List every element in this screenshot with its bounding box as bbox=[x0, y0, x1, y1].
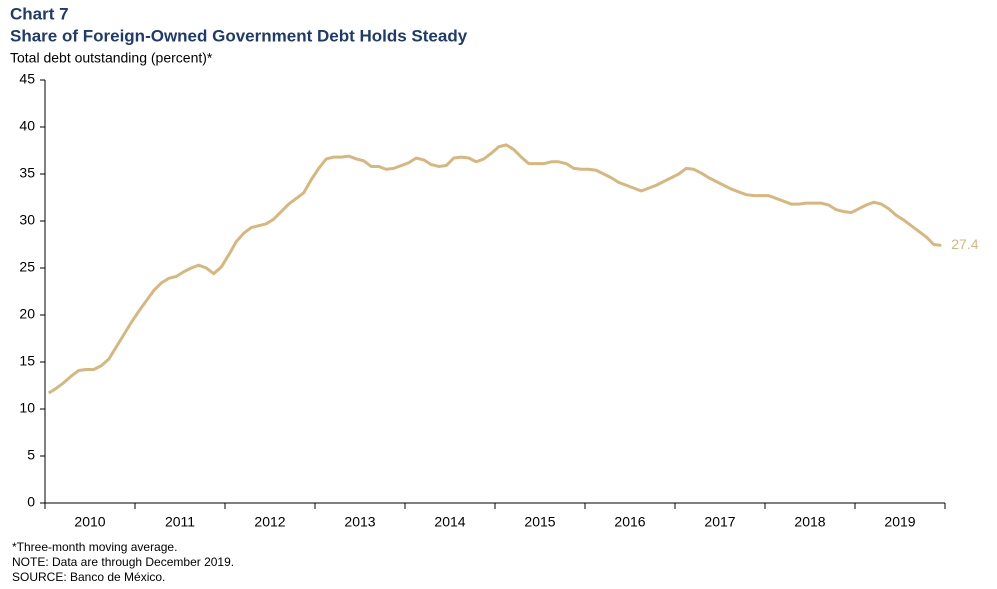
y-tick-label: 40 bbox=[19, 118, 35, 134]
x-tick-label: 2019 bbox=[884, 514, 915, 530]
y-tick-label: 20 bbox=[19, 306, 35, 322]
y-axis-label: Total debt outstanding (percent)* bbox=[10, 50, 213, 66]
note: *Three-month moving average. bbox=[12, 540, 177, 554]
x-tick-label: 2013 bbox=[344, 514, 375, 530]
x-tick-label: 2010 bbox=[74, 514, 105, 530]
y-tick-label: 35 bbox=[19, 165, 35, 181]
note: NOTE: Data are through December 2019. bbox=[12, 555, 234, 569]
x-tick-label: 2014 bbox=[434, 514, 465, 530]
note: SOURCE: Banco de México. bbox=[12, 570, 165, 584]
data-line bbox=[47, 143, 942, 395]
y-tick-label: 5 bbox=[27, 447, 35, 463]
chart-label: Chart 7 bbox=[10, 4, 69, 23]
x-tick-label: 2011 bbox=[165, 514, 195, 530]
y-tick-label: 10 bbox=[19, 400, 35, 416]
chart-title: Share of Foreign-Owned Government Debt H… bbox=[10, 26, 468, 45]
x-tick-label: 2015 bbox=[524, 514, 555, 530]
end-label: 27.4 bbox=[951, 236, 978, 252]
x-tick-label: 2017 bbox=[704, 514, 735, 530]
y-tick-label: 15 bbox=[19, 353, 35, 369]
y-tick-label: 25 bbox=[19, 259, 35, 275]
x-tick-label: 2012 bbox=[254, 514, 285, 530]
y-tick-label: 30 bbox=[19, 212, 35, 228]
x-tick-label: 2016 bbox=[614, 514, 645, 530]
y-tick-label: 45 bbox=[19, 71, 35, 87]
y-tick-label: 0 bbox=[27, 494, 35, 510]
x-tick-label: 2018 bbox=[794, 514, 825, 530]
